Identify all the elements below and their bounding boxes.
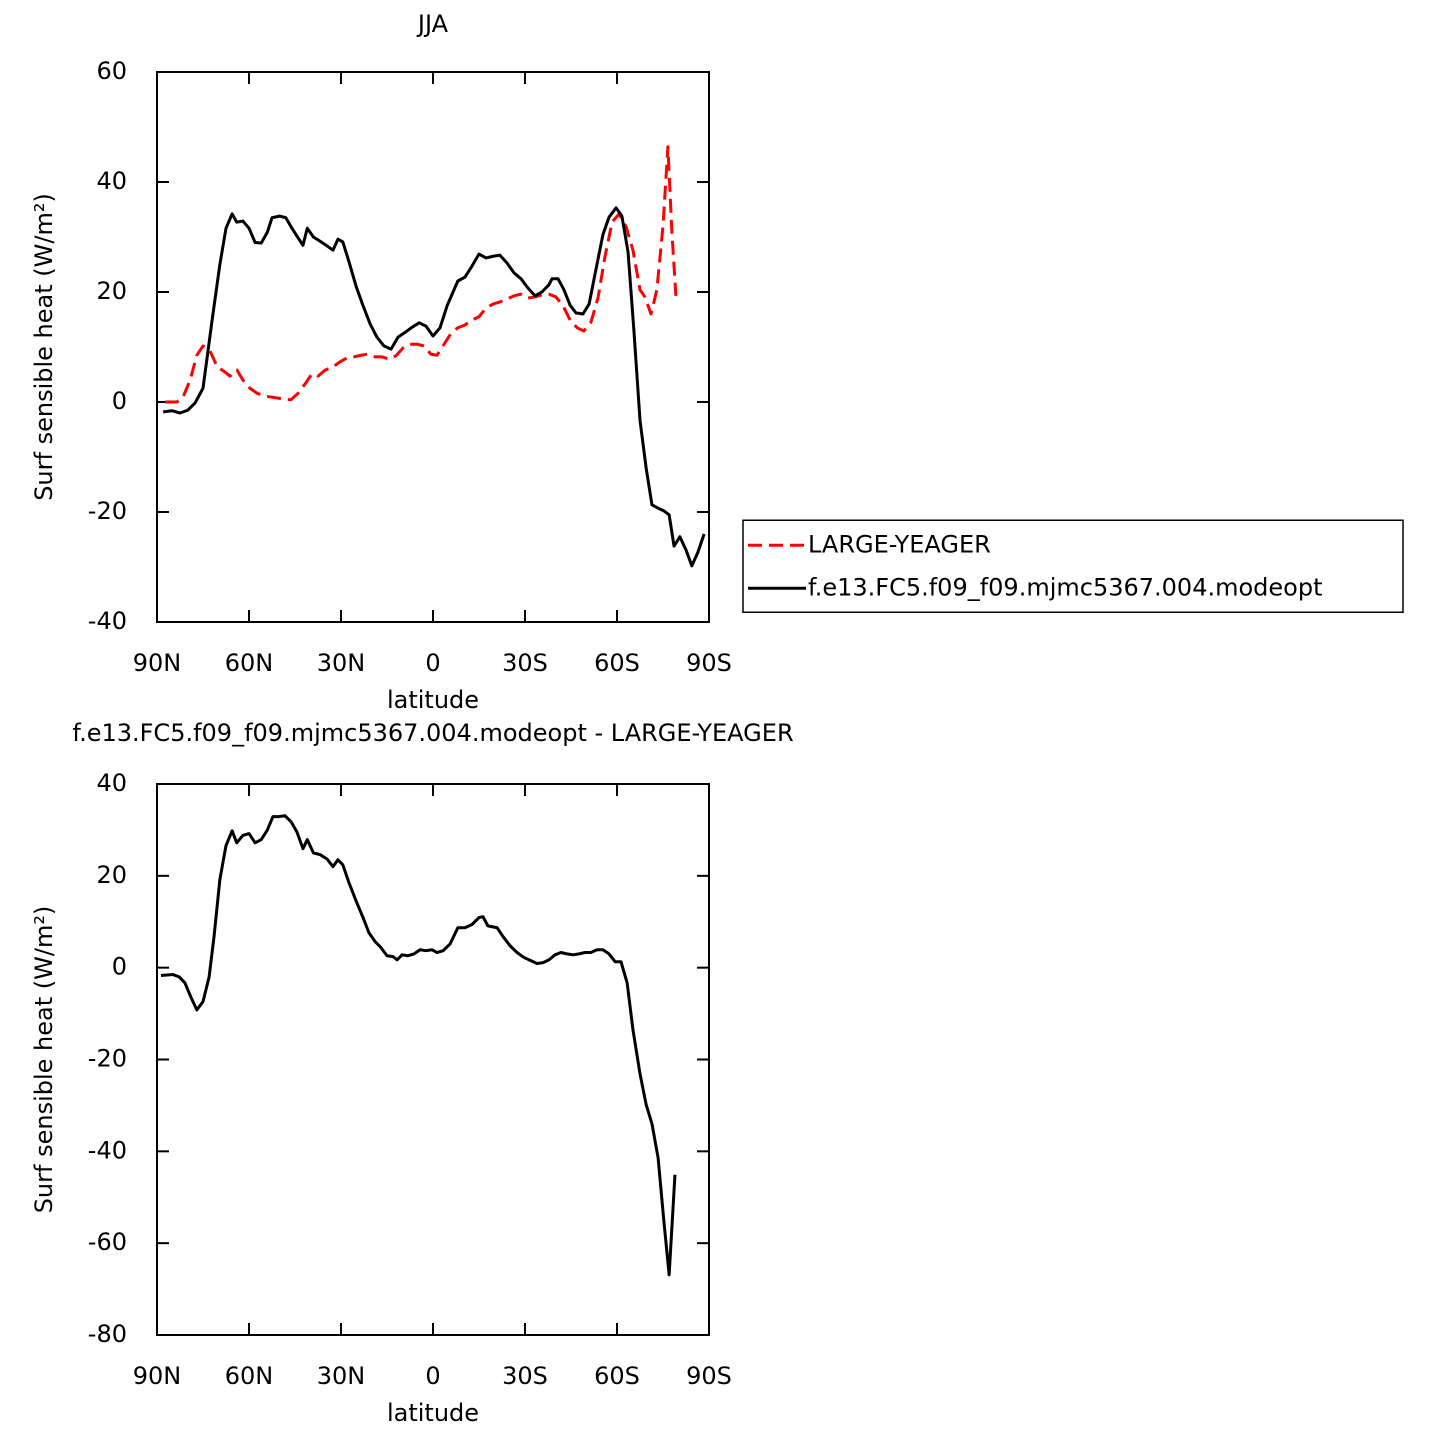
x-tick-label: 90N: [133, 649, 182, 677]
y-tick-label: -60: [88, 1228, 127, 1256]
series-line: [162, 206, 706, 568]
plot-frame: [156, 71, 710, 623]
legend: LARGE-YEAGER f.e13.FC5.f09_f09.mjmc5367.0…: [742, 519, 1404, 613]
x-tick-label: 60N: [225, 649, 274, 677]
x-axis-label: latitude: [387, 1399, 479, 1427]
y-tick-label: 60: [96, 57, 127, 85]
x-tick-label: 90S: [686, 1362, 732, 1390]
chart-title: JJA: [416, 10, 449, 38]
y-tick-label: 20: [96, 861, 127, 889]
chart-title: f.e13.FC5.f09_f09.mjmc5367.004.modeopt -…: [72, 719, 793, 747]
x-tick-label: 60S: [594, 1362, 640, 1390]
y-tick-label: -80: [88, 1320, 127, 1348]
y-tick-label: -40: [88, 607, 127, 635]
x-tick-label: 60N: [225, 1362, 274, 1390]
plot-frame: [156, 783, 710, 1336]
x-tick-label: 30S: [502, 1362, 548, 1390]
x-tick-label: 90S: [686, 649, 732, 677]
y-axis-label: Surf sensible heat (W/m²): [30, 193, 58, 501]
x-tick-label: 0: [425, 649, 440, 677]
x-tick-label: 90N: [133, 1362, 182, 1390]
legend-box: [742, 519, 1404, 613]
y-tick-label: -40: [88, 1136, 127, 1164]
legend-label: LARGE-YEAGER: [808, 530, 991, 558]
y-tick-label: 20: [96, 277, 127, 305]
x-axis-label: latitude: [387, 686, 479, 714]
x-tick-label: 0: [425, 1362, 440, 1390]
y-tick-label: 0: [112, 387, 127, 415]
y-tick-label: -20: [88, 497, 127, 525]
x-tick-label: 30N: [317, 1362, 366, 1390]
x-tick-label: 30S: [502, 649, 548, 677]
series-line: [160, 814, 677, 1277]
y-tick-label: 40: [96, 769, 127, 797]
y-tick-label: 40: [96, 167, 127, 195]
y-axis-label: Surf sensible heat (W/m²): [30, 906, 58, 1214]
x-tick-label: 30N: [317, 649, 366, 677]
legend-label: f.e13.FC5.f09_f09.mjmc5367.004.modeopt: [808, 573, 1323, 601]
y-tick-label: -20: [88, 1045, 127, 1073]
x-tick-label: 60S: [594, 649, 640, 677]
y-tick-label: 0: [112, 953, 127, 981]
series-line: [164, 145, 678, 404]
